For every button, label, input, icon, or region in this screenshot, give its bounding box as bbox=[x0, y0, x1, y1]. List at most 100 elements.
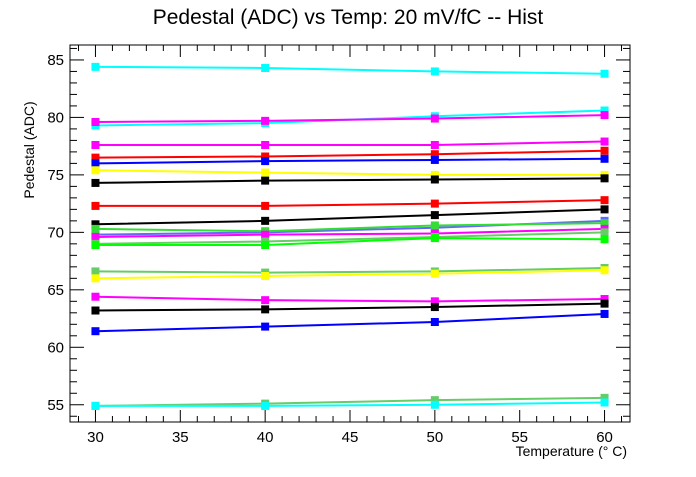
data-point bbox=[91, 224, 100, 233]
series-layer bbox=[91, 62, 609, 410]
data-point bbox=[91, 267, 100, 276]
data-point bbox=[261, 296, 270, 305]
series-16 bbox=[91, 266, 609, 283]
x-tick-label: 45 bbox=[342, 429, 359, 446]
data-point bbox=[600, 137, 609, 146]
data-point bbox=[430, 211, 439, 220]
x-tick-label: 60 bbox=[596, 429, 613, 446]
x-tick-label: 50 bbox=[427, 429, 444, 446]
series-line bbox=[95, 266, 605, 274]
y-tick-label: 75 bbox=[47, 167, 64, 184]
series-line bbox=[95, 237, 605, 246]
data-point bbox=[430, 170, 439, 179]
data-point bbox=[91, 153, 100, 162]
data-point bbox=[600, 235, 609, 244]
data-point bbox=[430, 199, 439, 208]
y-tick-label: 85 bbox=[47, 52, 64, 69]
data-point bbox=[261, 201, 270, 210]
data-point bbox=[430, 297, 439, 306]
x-axis: 30 35 40 45 50 55 60 bbox=[77, 45, 623, 446]
data-point bbox=[430, 114, 439, 123]
x-tick-label: 35 bbox=[172, 429, 189, 446]
data-point bbox=[600, 295, 609, 304]
series-line bbox=[95, 227, 605, 238]
series-4 bbox=[91, 146, 609, 162]
series-line bbox=[95, 401, 605, 407]
x-tick-label: 40 bbox=[257, 429, 274, 446]
data-point bbox=[600, 196, 609, 205]
y-tick-label: 55 bbox=[47, 397, 64, 414]
y-tick-label: 80 bbox=[47, 109, 64, 126]
series-line bbox=[95, 199, 605, 207]
data-point bbox=[261, 152, 270, 161]
series-line bbox=[95, 222, 605, 233]
series-17 bbox=[91, 292, 609, 306]
data-point bbox=[600, 393, 609, 402]
y-tick-label: 60 bbox=[47, 339, 64, 356]
data-point bbox=[430, 221, 439, 230]
series-line bbox=[95, 231, 605, 245]
data-point bbox=[261, 168, 270, 177]
series-19 bbox=[91, 309, 609, 336]
data-point bbox=[91, 401, 100, 410]
data-point bbox=[600, 69, 609, 78]
data-point bbox=[261, 157, 270, 166]
data-point bbox=[600, 266, 609, 275]
data-point bbox=[91, 306, 100, 315]
y-tick-label: 65 bbox=[47, 282, 64, 299]
data-point bbox=[91, 327, 100, 336]
data-point bbox=[261, 176, 270, 185]
data-point bbox=[430, 67, 439, 76]
data-point bbox=[600, 146, 609, 155]
data-point bbox=[261, 230, 270, 239]
data-point bbox=[430, 269, 439, 278]
data-point bbox=[261, 272, 270, 281]
series-line bbox=[95, 269, 605, 280]
series-5 bbox=[91, 154, 609, 168]
y-tick-label: 70 bbox=[47, 224, 64, 241]
x-tick-label: 55 bbox=[511, 429, 528, 446]
data-point bbox=[600, 398, 609, 407]
series-8 bbox=[91, 196, 609, 210]
y-axis: 55 60 65 70 75 80 85 bbox=[47, 47, 630, 417]
data-point bbox=[91, 201, 100, 210]
series-line bbox=[95, 312, 605, 333]
series-20 bbox=[91, 393, 609, 410]
series-line bbox=[95, 149, 605, 159]
series-line bbox=[95, 169, 605, 176]
data-point bbox=[430, 400, 439, 409]
data-point bbox=[600, 111, 609, 120]
data-point bbox=[430, 150, 439, 159]
data-point bbox=[261, 216, 270, 225]
data-point bbox=[91, 159, 100, 168]
series-21 bbox=[91, 398, 609, 410]
data-point bbox=[91, 178, 100, 187]
data-point bbox=[91, 118, 100, 127]
series-line bbox=[95, 208, 605, 226]
x-tick-label: 30 bbox=[87, 429, 104, 446]
series-3 bbox=[91, 137, 609, 149]
series-6 bbox=[91, 166, 609, 179]
series-line bbox=[95, 295, 605, 303]
data-point bbox=[430, 396, 439, 405]
data-point bbox=[430, 175, 439, 184]
data-point bbox=[91, 140, 100, 149]
y-axis-label: Pedestal (ADC) bbox=[21, 101, 37, 198]
series-line bbox=[95, 177, 605, 184]
series-line bbox=[95, 396, 605, 407]
data-point bbox=[430, 140, 439, 149]
data-point bbox=[91, 220, 100, 229]
data-point bbox=[430, 234, 439, 243]
data-point bbox=[261, 240, 270, 249]
data-point bbox=[430, 155, 439, 164]
series-line bbox=[95, 114, 605, 124]
chart-title: Pedestal (ADC) vs Temp: 20 mV/fC -- Hist bbox=[153, 6, 544, 29]
data-point bbox=[600, 299, 609, 308]
data-point bbox=[91, 240, 100, 249]
series-line bbox=[95, 302, 605, 312]
data-point bbox=[261, 116, 270, 125]
data-point bbox=[91, 274, 100, 283]
series-2 bbox=[91, 111, 609, 127]
data-point bbox=[91, 166, 100, 175]
